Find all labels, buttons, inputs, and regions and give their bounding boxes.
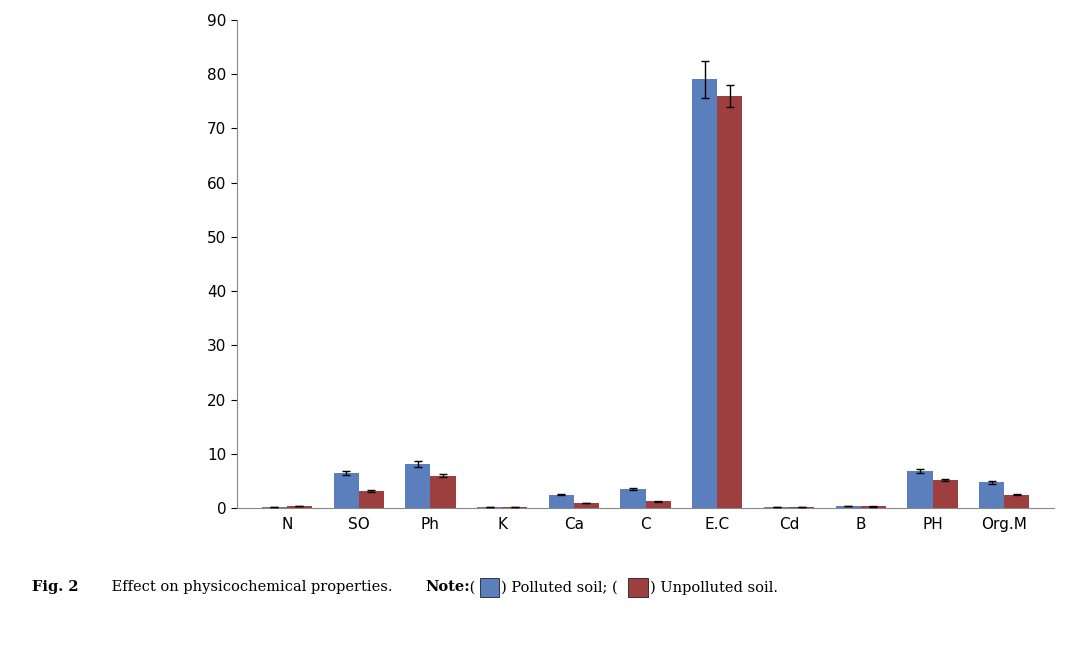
Text: Note:: Note: bbox=[425, 580, 470, 595]
Text: ) Unpolluted soil.: ) Unpolluted soil. bbox=[650, 580, 778, 595]
Text: ) Polluted soil; (: ) Polluted soil; ( bbox=[501, 580, 618, 595]
Bar bbox=[646, 501, 670, 508]
Bar bbox=[764, 507, 789, 508]
Bar bbox=[621, 489, 646, 508]
Bar bbox=[1004, 494, 1030, 508]
Text: (: ( bbox=[465, 580, 476, 595]
Bar bbox=[692, 79, 718, 508]
Bar bbox=[907, 471, 933, 508]
Bar bbox=[549, 494, 574, 508]
Bar bbox=[358, 491, 384, 508]
Text: Fig. 2: Fig. 2 bbox=[32, 580, 79, 595]
Bar bbox=[789, 507, 815, 508]
Bar bbox=[261, 507, 287, 508]
Bar bbox=[718, 96, 742, 508]
Bar bbox=[430, 476, 455, 508]
Bar bbox=[406, 464, 430, 508]
Bar bbox=[574, 503, 599, 508]
Bar bbox=[287, 506, 312, 508]
Bar bbox=[979, 482, 1004, 508]
Bar bbox=[933, 480, 958, 508]
Bar bbox=[334, 473, 358, 508]
Text: Effect on physicochemical properties.: Effect on physicochemical properties. bbox=[107, 580, 397, 595]
Bar bbox=[861, 506, 886, 508]
Bar bbox=[836, 506, 861, 508]
